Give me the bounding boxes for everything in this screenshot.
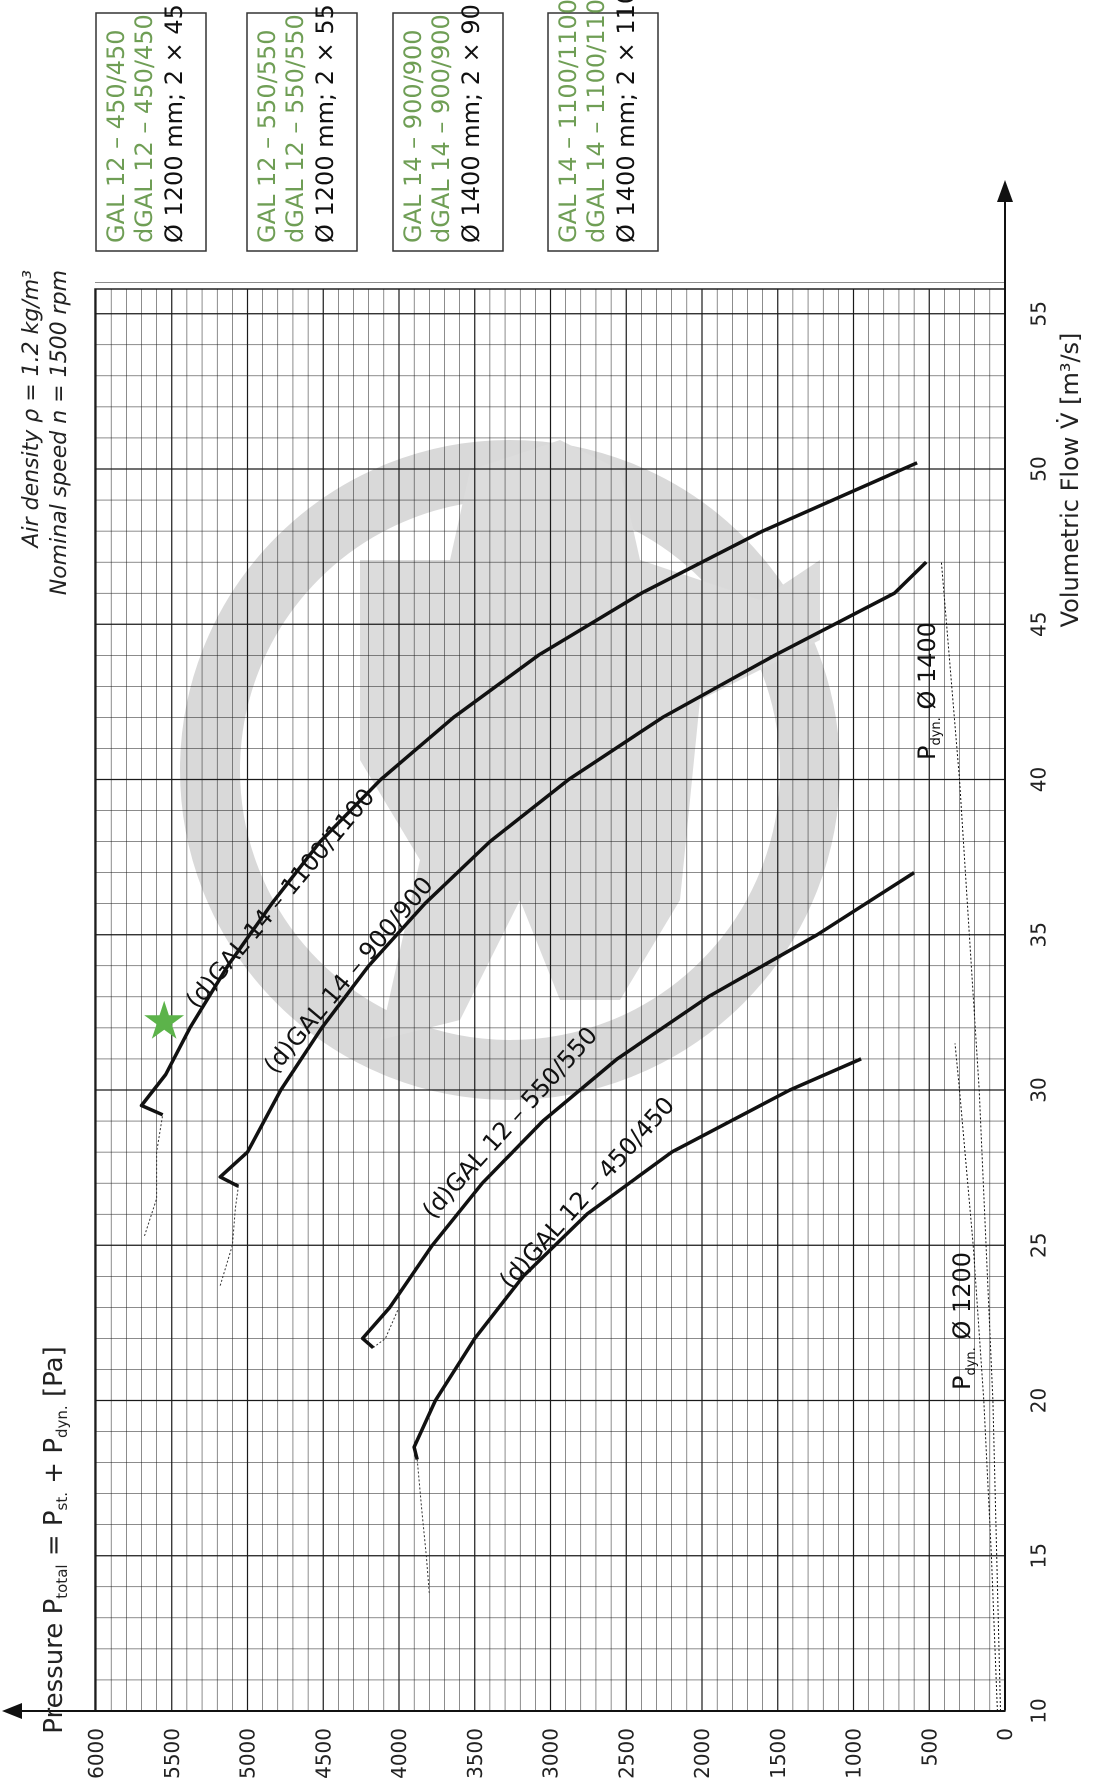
model-box-line: GAL 14 – 900/900 xyxy=(399,29,427,243)
condition-nominal-speed: Nominal speed n = 1500 rpm xyxy=(47,270,72,595)
x-tick-label: 55 xyxy=(1027,301,1051,326)
y-tick-label: 500 xyxy=(917,1728,941,1766)
curves xyxy=(139,461,1001,1712)
y-tick-label: 6000 xyxy=(84,1728,108,1779)
watermark-logo xyxy=(180,440,840,1100)
x-axis-arrow-icon xyxy=(997,180,1013,202)
y-tick-label: 4500 xyxy=(311,1728,335,1779)
model-box-frame xyxy=(246,12,358,252)
model-box-line: dGAL 12 – 550/550 xyxy=(281,14,309,243)
y-tick-label: 3500 xyxy=(463,1728,487,1779)
model-box-line: dGAL 12 – 450/450 xyxy=(130,14,158,243)
model-box: GAL 14 – 900/900 dGAL 14 – 900/900 Ø 1400 … xyxy=(392,0,504,252)
pdyn-curve xyxy=(940,562,1001,1712)
y-tick-label: 1000 xyxy=(842,1728,866,1779)
pdyn-label-1200: Pdyn. Ø 1200 xyxy=(948,1252,979,1390)
stall-curve xyxy=(219,1186,239,1286)
stall-curve xyxy=(416,1459,430,1594)
y-tick-label: 5500 xyxy=(160,1728,184,1779)
model-box-line: Ø 1400 mm; 2 × 90 kW xyxy=(457,0,485,243)
x-axis-label: Volumetric Flow V̇ [m³/s] xyxy=(1056,333,1084,628)
model-box-frame xyxy=(95,12,207,252)
model-box-line: GAL 14 – 1100/1100 xyxy=(554,0,582,243)
x-axis xyxy=(997,180,1013,1710)
x-tick-label: 25 xyxy=(1027,1233,1051,1258)
x-tick-label: 45 xyxy=(1027,612,1051,637)
condition-air-density: Air density ρ = 1.2 kg/m³ xyxy=(19,270,44,550)
model-box: GAL 12 – 450/450 dGAL 12 – 450/450 Ø 1200 … xyxy=(95,0,207,252)
pdyn-curve xyxy=(954,1043,998,1712)
model-box-frame xyxy=(392,12,504,252)
y-tick-label: 2500 xyxy=(614,1728,638,1779)
stall-curve xyxy=(372,1307,400,1349)
y-tick-label: 0 xyxy=(993,1728,1017,1741)
x-tick-label: 35 xyxy=(1027,922,1051,947)
x-tick-labels: 10 15 20 25 30 35 40 45 50 55 xyxy=(1027,301,1051,1724)
y-tick-label: 5000 xyxy=(236,1728,260,1779)
model-box-line: dGAL 14 – 900/900 xyxy=(427,14,455,243)
fan-curve xyxy=(412,1057,862,1460)
operating-point-star-icon xyxy=(144,1000,185,1039)
model-box-line: GAL 12 – 550/550 xyxy=(253,29,281,243)
y-axis-label: Pressure Ptotal = Pst. + Pdyn. [Pa] xyxy=(39,1346,71,1733)
y-axis xyxy=(2,1703,1005,1719)
model-box: GAL 12 – 550/550 dGAL 12 – 550/550 Ø 1200 … xyxy=(246,0,358,252)
y-tick-label: 2000 xyxy=(690,1728,714,1779)
x-tick-label: 15 xyxy=(1027,1543,1051,1568)
model-box-line: Ø 1400 mm; 2 × 110 kW xyxy=(612,0,640,243)
y-tick-label: 1500 xyxy=(766,1728,790,1779)
stall-curve xyxy=(144,1114,164,1237)
x-tick-label: 30 xyxy=(1027,1077,1051,1102)
fan-curve xyxy=(218,560,928,1188)
x-tick-label: 10 xyxy=(1027,1698,1051,1723)
x-tick-label: 40 xyxy=(1027,767,1051,792)
y-tick-label: 3000 xyxy=(539,1728,563,1779)
x-tick-label: 20 xyxy=(1027,1388,1051,1413)
model-box-line: Ø 1200 mm; 2 × 55 kW xyxy=(311,0,339,243)
y-axis-arrow-icon xyxy=(2,1703,22,1719)
x-tick-label: 50 xyxy=(1027,456,1051,481)
model-box-frame xyxy=(547,12,659,252)
model-box-line: Ø 1200 mm; 2 × 45 kW xyxy=(160,0,188,243)
model-legend: GAL 12 – 450/450 dGAL 12 – 450/450 Ø 1200 … xyxy=(95,0,659,252)
pdyn-label-1400: Pdyn. Ø 1400 xyxy=(913,622,944,760)
fan-curve xyxy=(360,871,916,1350)
model-box-line: GAL 12 – 450/450 xyxy=(102,29,130,243)
fan-curve xyxy=(139,461,918,1117)
grid xyxy=(95,282,1006,1712)
y-tick-label: 4000 xyxy=(387,1728,411,1779)
model-box: GAL 14 – 1100/1100 dGAL 14 – 1100/1100 Ø 1… xyxy=(547,0,659,252)
y-tick-labels: 0 500 1000 1500 2000 2500 3000 3500 4000 4500 5000… xyxy=(84,1728,1017,1779)
model-box-line: dGAL 14 – 1100/1100 xyxy=(582,0,610,243)
